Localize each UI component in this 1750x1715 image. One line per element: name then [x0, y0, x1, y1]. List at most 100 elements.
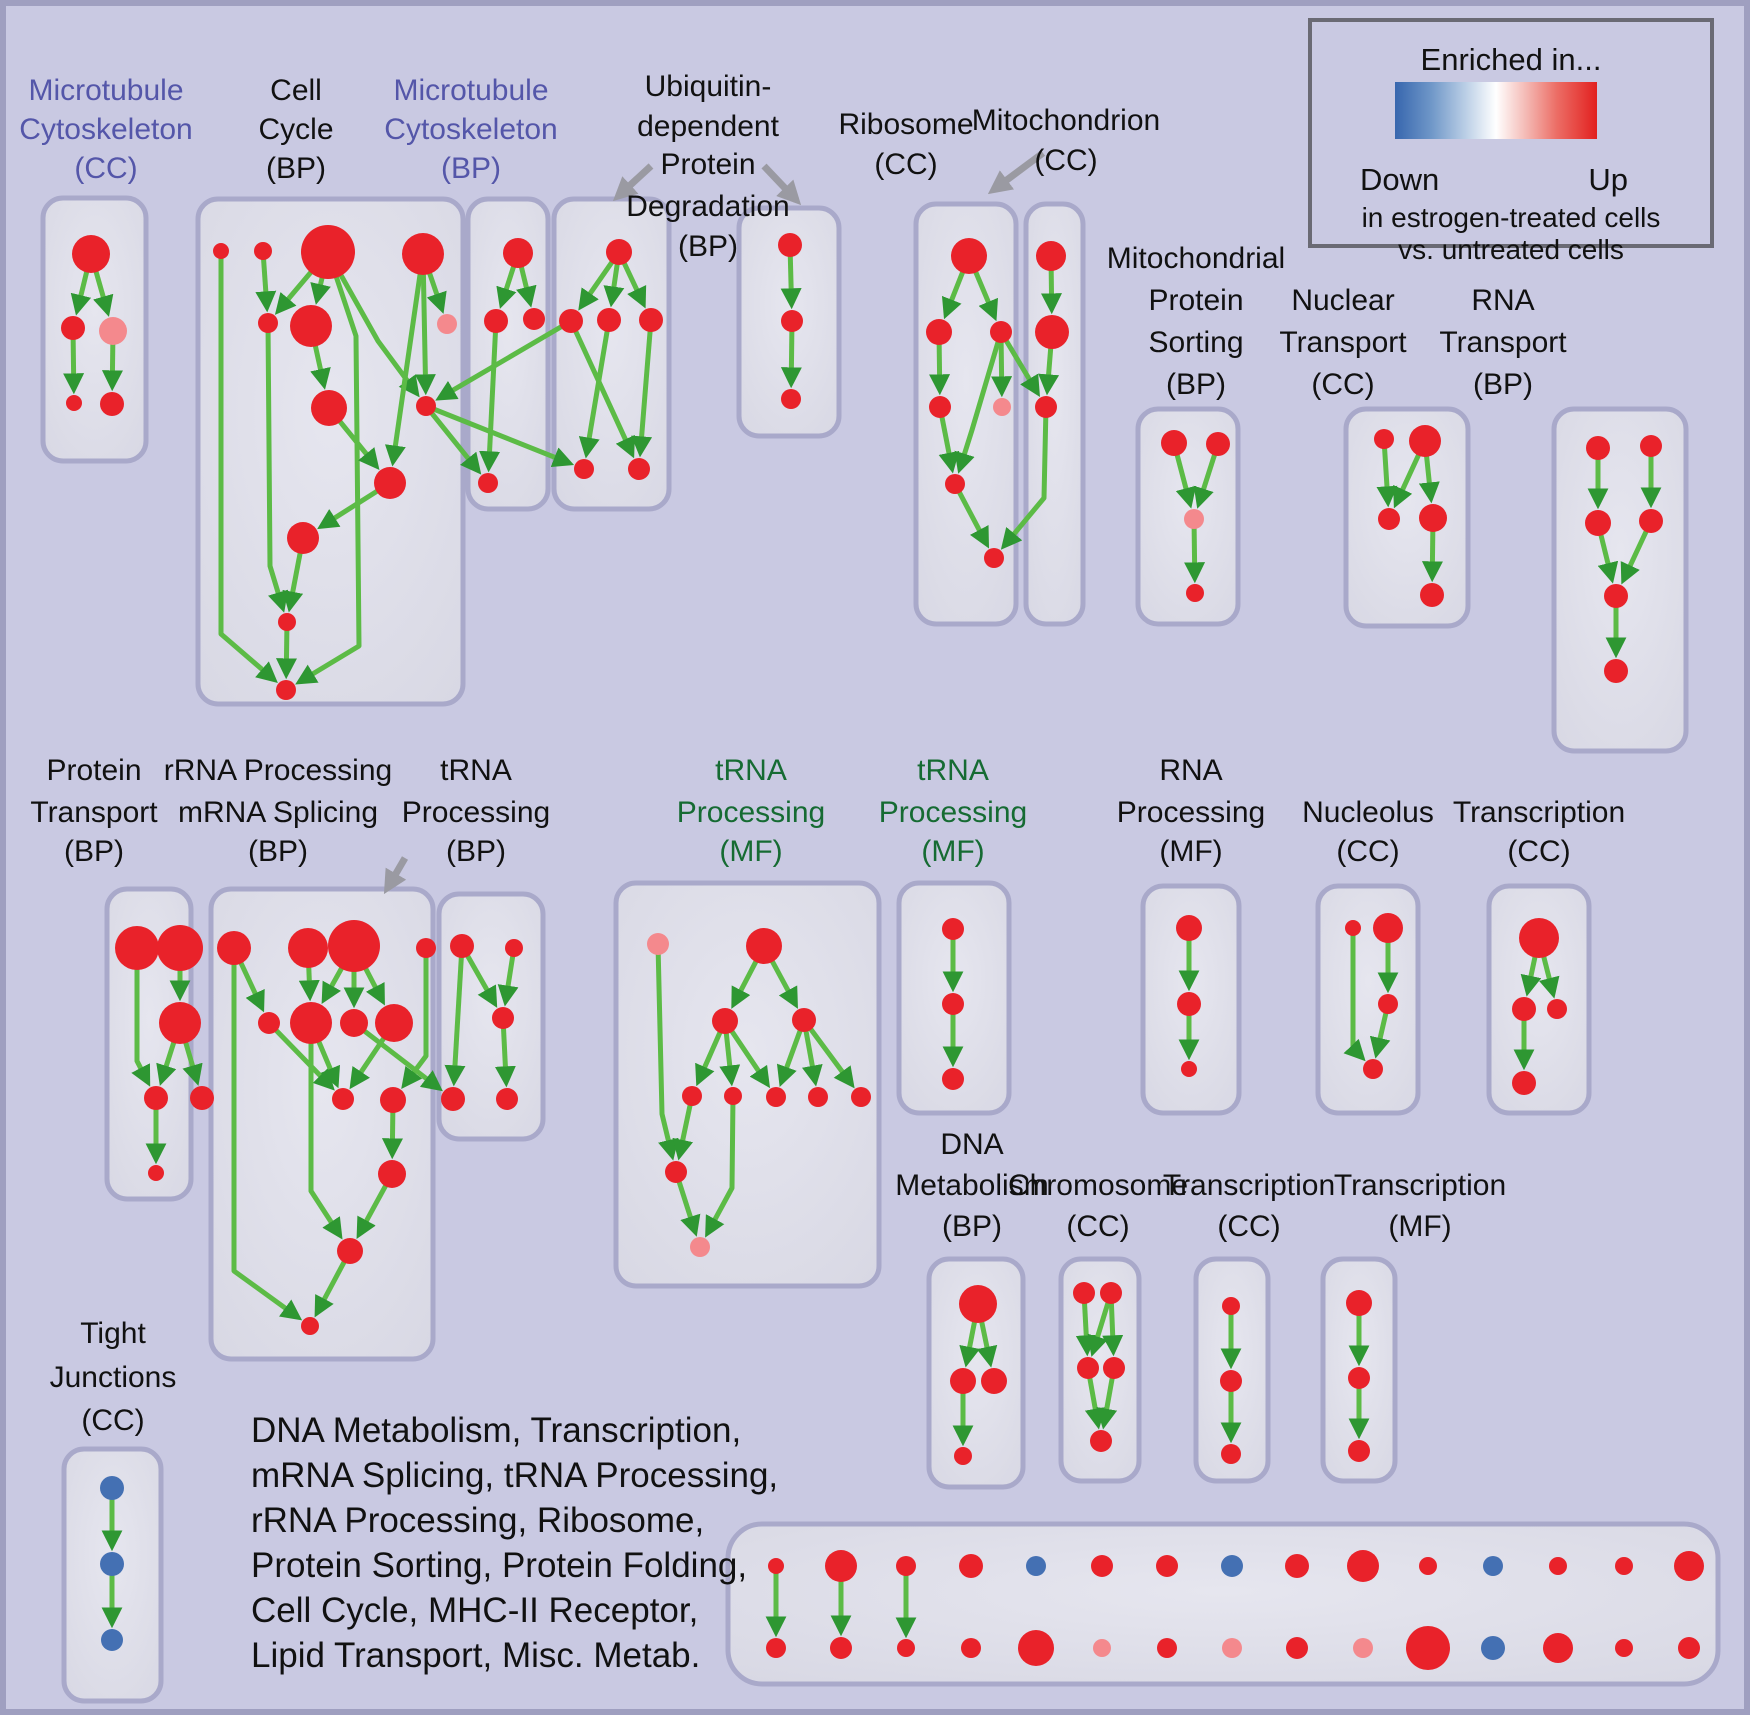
- category-label-rt: RNA: [1471, 284, 1534, 317]
- go-term-node-cc: [278, 613, 296, 631]
- category-label-ub: (BP): [678, 230, 738, 263]
- category-label-trnamf2: (MF): [921, 835, 984, 868]
- legend-down-label: Down: [1360, 162, 1440, 197]
- go-term-node-cc: [311, 390, 347, 426]
- go-term-node-misc: [896, 1556, 916, 1576]
- go-term-node-rrna: [217, 931, 251, 965]
- go-term-node-mps: [1186, 584, 1204, 602]
- summary-note-line: DNA Metabolism, Transcription,: [251, 1411, 742, 1450]
- go-term-node-trnamf2: [942, 918, 964, 940]
- go-term-node-pt: [157, 925, 203, 971]
- category-label-ub: Ubiquitin-: [645, 70, 772, 103]
- go-term-node-cc: [416, 396, 436, 416]
- go-term-node-misc: [1543, 1633, 1573, 1663]
- summary-note-line: rRNA Processing, Ribosome,: [251, 1501, 705, 1540]
- go-term-node-misc: [1483, 1556, 1503, 1576]
- go-term-node-ubA: [606, 239, 632, 265]
- category-label-rrna: mRNA Splicing: [178, 796, 378, 829]
- go-term-node-rt: [1640, 435, 1662, 457]
- go-term-node-rib: [993, 398, 1011, 416]
- go-term-node-cc: [301, 225, 355, 279]
- go-term-node-nt: [1419, 504, 1447, 532]
- category-label-dnam: DNA: [940, 1128, 1003, 1161]
- go-term-node-trnamf1: [766, 1087, 786, 1107]
- legend-up-label: Up: [1588, 162, 1628, 197]
- category-label-nuc: Nucleolus: [1302, 796, 1434, 829]
- go-term-node-trnamf1: [746, 928, 782, 964]
- go-term-node-misc: [1615, 1557, 1633, 1575]
- legend-subtitle-2: vs. untreated cells: [1398, 234, 1624, 265]
- go-term-node-trnamf1: [792, 1008, 816, 1032]
- category-label-tcc2: Transcription: [1453, 796, 1625, 829]
- go-term-node-trnabp: [505, 939, 523, 957]
- category-label-rnap: Processing: [1117, 796, 1265, 829]
- go-term-node-misc: [897, 1639, 915, 1657]
- category-label-tj: Junctions: [50, 1361, 177, 1394]
- category-label-rrna: rRNA Processing: [164, 754, 392, 787]
- edge: [1000, 406, 1049, 550]
- go-term-node-misc: [1222, 1638, 1242, 1658]
- category-label-pt: Transport: [30, 796, 158, 829]
- go-term-node-mps: [1184, 509, 1204, 529]
- go-term-node-trnamf1: [724, 1087, 742, 1105]
- go-term-node-rrna: [380, 1087, 406, 1113]
- go-term-node-cc: [258, 313, 278, 333]
- summary-note-line: Protein Sorting, Protein Folding,: [251, 1546, 748, 1585]
- go-term-node-rrna: [337, 1238, 363, 1264]
- go-term-node-misc: [1347, 1550, 1379, 1582]
- go-term-node-ubA: [574, 459, 594, 479]
- go-term-node-ubA: [559, 309, 583, 333]
- go-term-node-nt: [1378, 508, 1400, 530]
- summary-note-line: Cell Cycle, MHC-II Receptor,: [251, 1591, 699, 1630]
- edge: [414, 253, 436, 396]
- category-label-ub: Degradation: [626, 190, 789, 223]
- go-term-node-tmf: [1348, 1367, 1370, 1389]
- go-term-node-cc: [276, 680, 296, 700]
- go-term-node-misc: [1093, 1639, 1111, 1657]
- legend-subtitle-1: in estrogen-treated cells: [1361, 202, 1661, 233]
- category-label-tj: (CC): [81, 1404, 144, 1437]
- go-term-node-mtcc: [99, 317, 127, 345]
- edge: [383, 856, 409, 895]
- go-term-node-nuc: [1345, 920, 1361, 936]
- category-label-trnamf2: Processing: [879, 796, 1027, 829]
- go-term-node-misc: [1286, 1637, 1308, 1659]
- category-label-rt: Transport: [1439, 326, 1567, 359]
- go-term-node-rt: [1585, 510, 1611, 536]
- go-term-node-tj: [100, 1476, 124, 1500]
- go-term-node-tcc3: [1220, 1370, 1242, 1392]
- go-term-node-rt: [1604, 659, 1628, 683]
- go-term-node-nt: [1420, 583, 1444, 607]
- go-term-node-misc: [766, 1638, 786, 1658]
- go-term-node-rrna: [288, 928, 328, 968]
- go-term-node-rrna: [290, 1002, 332, 1044]
- category-box-nuc: [1315, 883, 1421, 1116]
- go-term-node-misc: [1018, 1630, 1054, 1666]
- go-term-node-mtcc: [72, 235, 110, 273]
- go-term-node-mtcc: [61, 316, 85, 340]
- category-label-trnabp: Processing: [402, 796, 550, 829]
- category-box-tcc3: [1193, 1256, 1271, 1484]
- edge: [952, 482, 990, 549]
- go-term-node-misc: [1481, 1636, 1505, 1660]
- edge: [612, 163, 654, 202]
- go-term-node-rib: [990, 321, 1012, 343]
- go-term-node-cc: [290, 305, 332, 347]
- edge: [1343, 928, 1366, 1062]
- go-term-node-cc: [402, 233, 444, 275]
- edge: [424, 404, 482, 475]
- go-term-node-dnam: [954, 1447, 972, 1465]
- edge: [954, 331, 1004, 474]
- go-term-node-rrna: [340, 1009, 368, 1037]
- category-label-trnabp: tRNA: [440, 754, 512, 787]
- category-label-mtcc: Cytoskeleton: [19, 113, 192, 146]
- go-term-node-pt: [148, 1165, 164, 1181]
- go-term-node-chr: [1103, 1357, 1125, 1379]
- category-box-mito: [1023, 201, 1086, 627]
- go-term-node-trnamf1: [682, 1086, 702, 1106]
- go-term-node-trnamf1: [808, 1087, 828, 1107]
- go-term-node-tj: [101, 1629, 123, 1651]
- edge: [444, 945, 466, 1087]
- category-label-mps: Mitochondrial: [1107, 242, 1285, 275]
